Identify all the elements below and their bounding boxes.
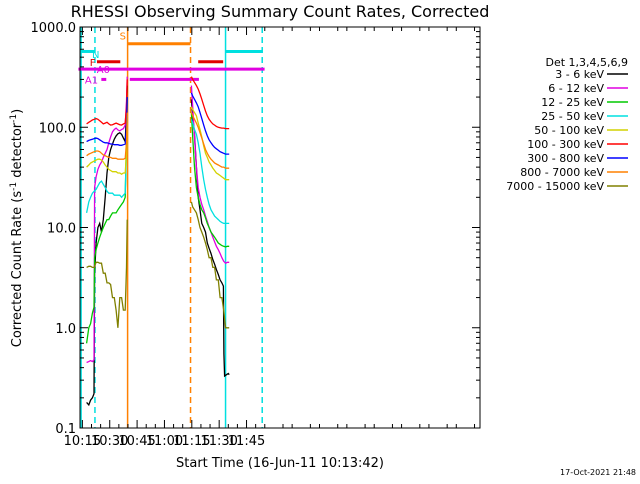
series-line-25-50kev-seg1 bbox=[85, 115, 128, 214]
attenuator-bar-a1-label: A1 bbox=[85, 75, 98, 86]
series-line-300-800kev-seg1 bbox=[86, 97, 128, 146]
legend-label-6-12kev: 6 - 12 keV bbox=[548, 82, 604, 95]
y-axis-label-mid: detector bbox=[10, 122, 25, 182]
x-tick-label: 10:30 bbox=[91, 434, 128, 449]
y-axis-label-sup2: -1 bbox=[9, 114, 19, 123]
y-tick-label: 0.1 bbox=[55, 422, 76, 437]
y-axis-label: Corrected Count Rate (s-1 detector-1) bbox=[9, 109, 25, 347]
series-line-12-25kev-seg2 bbox=[190, 112, 230, 248]
attenuator-bar-a0-label: A0 bbox=[97, 65, 110, 76]
legend-label-800-7000kev: 800 - 7000 keV bbox=[520, 166, 604, 179]
chart-title: RHESSI Observing Summary Count Rates, Co… bbox=[71, 2, 490, 21]
legend-title: Det 1,3,4,5,6,9 bbox=[545, 56, 628, 69]
y-tick-label: 10.0 bbox=[47, 222, 76, 237]
y-axis-label-main: Corrected Count Rate (s bbox=[10, 191, 25, 348]
legend-label-3-6kev: 3 - 6 keV bbox=[555, 68, 604, 81]
x-tick-label: 10:15 bbox=[64, 434, 101, 449]
x-tick-label: 11:00 bbox=[146, 434, 183, 449]
series-line-100-300kev-seg1 bbox=[86, 79, 128, 126]
flare-bar-1-label: F bbox=[90, 58, 96, 69]
series-line-25-50kev-seg2 bbox=[190, 119, 230, 225]
y-tick-label: 100.0 bbox=[39, 121, 76, 136]
series-line-800-7000kev-seg1 bbox=[86, 112, 128, 160]
series-line-7000-15000kev-seg2 bbox=[190, 201, 230, 329]
footer-timestamp: 17-Oct-2021 21:48 bbox=[560, 468, 636, 477]
legend-label-50-100kev: 50 - 100 keV bbox=[534, 124, 604, 137]
legend-label-12-25kev: 12 - 25 keV bbox=[541, 96, 604, 109]
series-line-800-7000kev-seg2 bbox=[190, 112, 230, 169]
x-tick-label: 11:15 bbox=[173, 434, 210, 449]
y-axis-label-end: ) bbox=[10, 109, 25, 114]
x-tick-label: 11:30 bbox=[200, 434, 237, 449]
series-line-3-6kev-seg1 bbox=[86, 85, 128, 407]
legend-label-100-300kev: 100 - 300 keV bbox=[527, 138, 604, 151]
series-line-6-12kev-seg1 bbox=[86, 76, 128, 364]
legend-label-25-50kev: 25 - 50 keV bbox=[541, 110, 604, 123]
y-axis-label-sup1: -1 bbox=[9, 182, 19, 191]
night-bar-1-label: N bbox=[92, 50, 99, 61]
x-axis-label: Start Time (16-Jun-11 10:13:42) bbox=[176, 456, 384, 471]
series-line-7000-15000kev-seg1 bbox=[86, 219, 128, 328]
series-line-50-100kev-seg2 bbox=[190, 106, 230, 181]
plot-frame bbox=[79, 26, 481, 429]
legend-label-300-800kev: 300 - 800 keV bbox=[527, 152, 604, 165]
y-tick-label: 1000.0 bbox=[31, 21, 77, 36]
x-tick-label: 10:45 bbox=[118, 434, 155, 449]
legend-label-7000-15000kev: 7000 - 15000 keV bbox=[506, 180, 604, 193]
series-line-100-300kev-seg2 bbox=[190, 76, 230, 130]
x-tick-label: 11:45 bbox=[228, 434, 265, 449]
series-line-50-100kev-seg1 bbox=[86, 123, 128, 175]
series-line-6-12kev-seg2 bbox=[190, 85, 230, 264]
saa-bar-label: S bbox=[120, 32, 126, 43]
series-line-300-800kev-seg2 bbox=[190, 92, 230, 155]
y-tick-label: 1.0 bbox=[55, 322, 76, 337]
series-line-12-25kev-seg1 bbox=[85, 97, 128, 344]
